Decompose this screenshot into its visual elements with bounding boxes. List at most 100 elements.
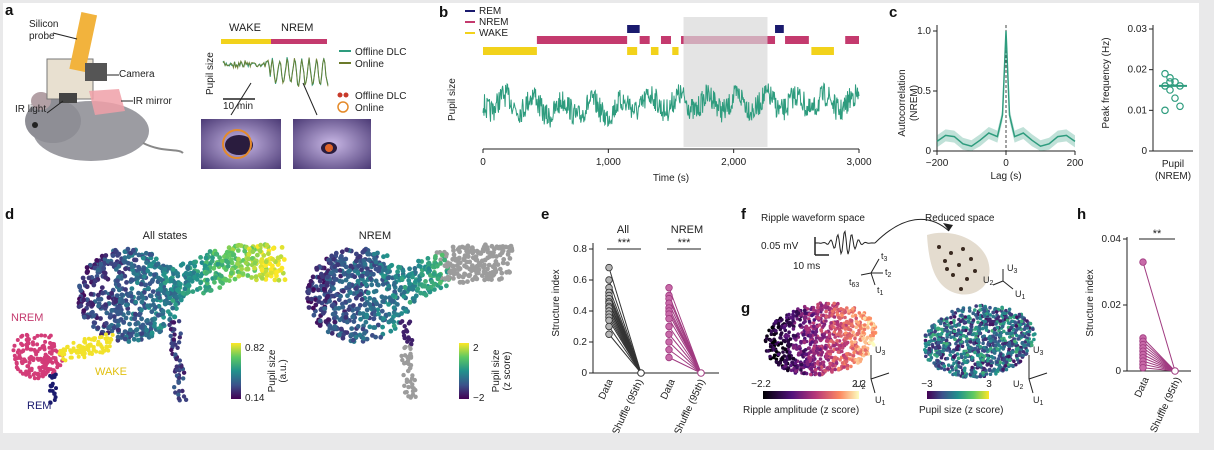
g-embedding-point (1014, 343, 1018, 348)
state-point-nrem (51, 355, 56, 360)
g-embedding-point (778, 361, 783, 365)
embedding-point (353, 286, 359, 291)
g-embedding-point (780, 318, 784, 322)
state-bar-wake (811, 47, 834, 55)
embedding-point (198, 273, 204, 279)
g-embedding-point (848, 327, 852, 332)
embedding-point (126, 310, 131, 316)
e-data-point (665, 338, 673, 346)
state-point-nrem (25, 338, 30, 343)
panel-h: h Structure index 0 0.02 0.04 ** Data Shuf… (1077, 206, 1191, 435)
embedding-point (242, 248, 248, 254)
g-embedding-point (814, 340, 819, 344)
g-embedding-point (991, 314, 996, 319)
g-embedding-point (788, 321, 792, 325)
state-point-nrem (18, 356, 23, 361)
g-embedding-point (950, 309, 954, 314)
embedding-point (410, 382, 415, 387)
d-title-all: All states (143, 230, 188, 242)
embedding-point (464, 248, 469, 254)
embedding-point (470, 277, 475, 283)
e-data-point (665, 346, 673, 354)
h-pair-line (1142, 357, 1176, 372)
f-reduced-point (965, 277, 969, 281)
g-embedding-point (1018, 350, 1022, 355)
state-point-nrem (40, 360, 45, 365)
embedding-point (373, 259, 379, 265)
state-point-nrem (51, 369, 56, 374)
embedding-point (169, 347, 174, 353)
g-embedding-point (924, 354, 928, 359)
g-embedding-point (778, 327, 783, 332)
embedding-point (331, 315, 337, 321)
embedding-point (131, 270, 137, 276)
state-point-nrem (14, 365, 19, 370)
embedding-point (340, 301, 345, 307)
embedding-point (368, 276, 373, 281)
g-embedding-point (924, 344, 928, 349)
embedding-point (173, 342, 178, 347)
embedding-point (175, 345, 180, 350)
embedding-point (421, 283, 427, 289)
g-embedding-point (834, 361, 839, 366)
embedding-point (409, 341, 414, 346)
embedding-point (371, 305, 376, 311)
embedding-point (407, 266, 412, 272)
g-embedding-point (782, 326, 786, 330)
g-embedding-point (843, 310, 847, 315)
g-embedding-point (948, 353, 952, 357)
embedding-point (264, 242, 270, 248)
state-point-wake (80, 350, 85, 355)
embedding-point (225, 259, 231, 265)
embedding-point (250, 249, 256, 255)
embedding-point (329, 253, 335, 259)
embedding-point (405, 358, 411, 363)
mouse-eye (32, 122, 38, 128)
g-embedding-point (803, 319, 807, 324)
g-embedding-point (810, 340, 814, 344)
f-reduced-point (973, 269, 977, 273)
g-cbar1-min: −2.2 (751, 379, 771, 390)
embedding-point (109, 290, 114, 296)
g-embedding-point (991, 310, 996, 315)
g-embedding-point (932, 361, 936, 365)
e-pair-line (668, 326, 702, 374)
embedding-point (101, 270, 107, 275)
embedding-point (457, 260, 463, 266)
embedding-point (225, 263, 231, 269)
embedding-point (357, 332, 363, 338)
state-point-wake (60, 353, 65, 357)
g-embedding-point (942, 364, 947, 369)
state-point-wake (86, 348, 91, 353)
embedding-point (360, 273, 365, 279)
embedding-point (238, 243, 244, 249)
b-xtick-label: 2,000 (721, 157, 746, 168)
state-point-wake (76, 354, 81, 359)
g-embedding-point (993, 306, 998, 311)
embedding-point (133, 328, 139, 333)
embedding-point (381, 316, 386, 321)
state-point-nrem (12, 353, 17, 358)
embedding-point (343, 277, 349, 283)
embedding-point (492, 262, 498, 268)
embedding-point (158, 277, 164, 282)
embedding-point (185, 265, 191, 271)
embedding-point (141, 267, 147, 272)
embedding-point (316, 287, 321, 293)
g-embedding-point (945, 342, 949, 346)
embedding-point (348, 332, 354, 338)
g-embedding-point (779, 341, 784, 346)
embedding-point (134, 275, 140, 281)
embedding-point (361, 335, 366, 341)
embedding-point (373, 334, 378, 340)
embedding-point (412, 377, 417, 383)
g-embedding-point (998, 319, 1003, 323)
g-embedding-point (817, 373, 822, 377)
embedding-point (78, 288, 84, 293)
embedding-point (158, 286, 163, 291)
g-embedding-point (837, 366, 841, 371)
figure-canvas: a Silicon probe Camera IR light IR mirro… (5, 2, 1193, 437)
state-point-rem (48, 400, 53, 405)
g-embedding-point (832, 315, 837, 319)
embedding-point (317, 278, 323, 284)
